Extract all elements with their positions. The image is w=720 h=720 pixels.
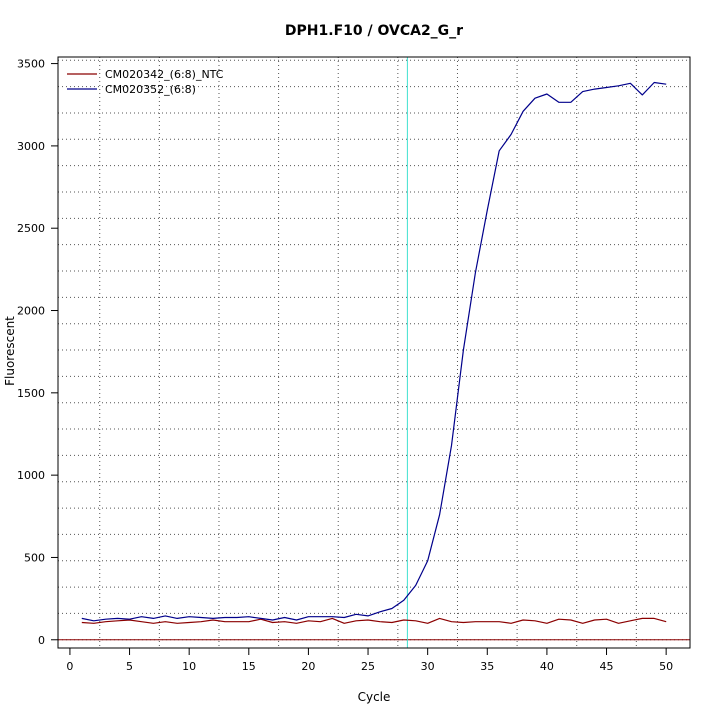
y-tick-label: 0	[38, 634, 45, 647]
x-axis-label: Cycle	[358, 690, 391, 704]
legend: CM020342_(6:8)_NTC CM020352_(6:8)	[67, 68, 224, 96]
y-axis-label: Fluorescent	[3, 316, 17, 386]
x-tick-label: 10	[182, 660, 196, 673]
x-tick-label: 30	[421, 660, 435, 673]
x-tick-label: 50	[659, 660, 673, 673]
axes: 0 5 10 15 20 25 30 35 40 45 5005001000150020002500…	[17, 58, 673, 673]
y-tick-label: 3500	[17, 58, 45, 71]
x-tick-label: 5	[126, 660, 133, 673]
x-tick-label: 35	[480, 660, 494, 673]
y-tick-label: 1000	[17, 469, 45, 482]
series-line-1	[81, 617, 667, 624]
plot-area-frame	[57, 56, 691, 649]
y-tick-label: 2000	[17, 305, 45, 318]
chart-title: DPH1.F10 / OVCA2_G_r	[285, 23, 463, 39]
x-tick-label: 20	[301, 660, 315, 673]
x-tick-label: 25	[361, 660, 375, 673]
reference-lines	[58, 57, 690, 648]
x-tick-label: 15	[242, 660, 256, 673]
x-tick-label: 0	[66, 660, 73, 673]
y-tick-label: 2500	[17, 222, 45, 235]
y-tick-label: 500	[24, 551, 45, 564]
y-tick-label: 3000	[17, 140, 45, 153]
grid-lines	[58, 57, 690, 648]
x-tick-label: 40	[540, 660, 554, 673]
y-tick-label: 1500	[17, 387, 45, 400]
legend-label-2: CM020352_(6:8)	[105, 83, 196, 96]
series-line-2	[81, 81, 667, 622]
x-tick-label: 45	[600, 660, 614, 673]
legend-label-1: CM020342_(6:8)_NTC	[105, 68, 224, 81]
series-lines	[81, 81, 667, 624]
